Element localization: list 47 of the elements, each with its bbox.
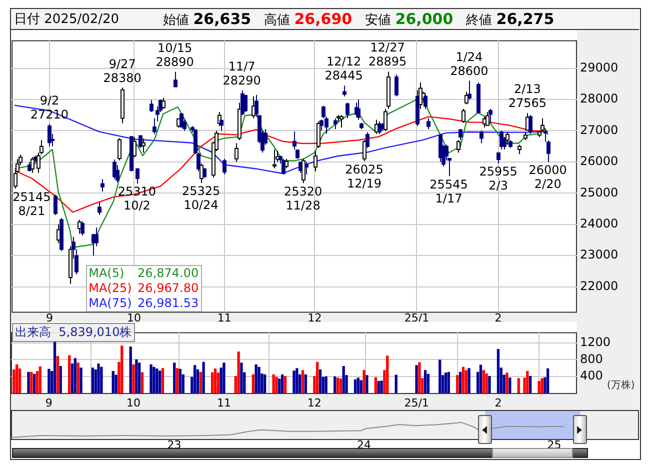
annotation: 25320 11/28: [284, 184, 322, 212]
x-tick-label: 12: [307, 396, 322, 410]
y-tick-label: 22000: [580, 278, 618, 293]
chart-title: 日付 2025/02/20: [14, 11, 120, 28]
x-tick-label: 25/1: [404, 396, 429, 410]
x-tick-label: 10: [127, 311, 142, 324]
annotation: 11/7 28290: [222, 60, 261, 88]
x-tick-label: 10: [126, 396, 141, 410]
text: MA(25) 26,967.80: [88, 280, 199, 296]
x-tick-label: 12: [308, 311, 322, 324]
y-tick-label: 23000: [580, 248, 618, 262]
x-tick-label: 9: [45, 396, 52, 410]
y-tick-label: 24000: [580, 216, 618, 231]
annotation: 12/12 28445: [324, 54, 363, 83]
y-tick-label: 800: [580, 352, 603, 366]
x-tick-label: 9: [46, 311, 53, 324]
text: MA(75) 26,981.53: [88, 296, 199, 311]
annotation: 25955 2/3: [479, 164, 518, 192]
series-label: MA(5) 26,874.00: [88, 266, 199, 281]
y-tick-label: 400: [580, 368, 603, 382]
annotation: 1/24 28600: [450, 50, 488, 78]
annotation: 12/27 28895: [368, 40, 407, 69]
x-tick-label: 11: [216, 396, 231, 410]
x-tick-label: 2: [494, 396, 502, 410]
annotation: 25145 8/21: [12, 190, 51, 218]
chart-title: 出来高 5,839,010株: [12, 323, 135, 342]
y-axis-title: (万株): [607, 378, 635, 392]
annotation: 25545 1/17: [430, 177, 468, 206]
x-tick-label: 24: [356, 438, 371, 452]
x-tick-label: 2: [494, 311, 502, 324]
annotation: 26000 2/20: [528, 163, 567, 192]
text: 始値 26,635: [163, 10, 252, 28]
annotation: 9/27 28380: [103, 56, 142, 85]
text: 高値 26,690: [264, 10, 352, 28]
y-tick-label: 27000: [580, 122, 618, 137]
y-tick-label: 1200: [580, 335, 611, 350]
text: 安値 26,000: [365, 10, 454, 28]
annotation: 26025 12/19: [345, 162, 384, 190]
y-tick-label: 29000: [580, 60, 618, 74]
annotation: 25325 10/24: [182, 184, 220, 212]
y-tick-label: 28000: [580, 92, 618, 106]
text: 終値 26,275: [466, 10, 554, 28]
annotation: 2/13 27565: [508, 82, 547, 110]
y-tick-label: 25000: [580, 185, 618, 200]
y-tick-label: 26000: [580, 154, 618, 168]
x-tick-label: 11: [217, 311, 232, 324]
annotation: 10/15 28890: [156, 40, 194, 69]
